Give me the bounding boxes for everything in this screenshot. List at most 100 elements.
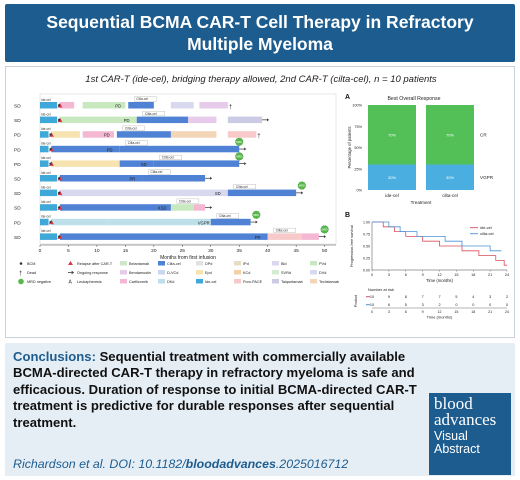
- therapy-segment: [51, 145, 120, 153]
- legend-label: Ongoing response: [77, 271, 108, 275]
- legend-label: Ide-cel: [205, 280, 217, 284]
- ciltacel-tag-box: [216, 213, 239, 219]
- x-tick-label: 18: [471, 273, 475, 277]
- risk-value: 0: [489, 303, 491, 307]
- figure-panel: 1st CAR-T (ide-cel), bridging therapy al…: [5, 66, 515, 338]
- legend-swatch: [120, 270, 127, 275]
- ciltacel-tag: Cilta-cel: [150, 170, 162, 174]
- legend-swatch: [272, 261, 279, 266]
- idecel-tag: Ide-cel: [41, 215, 51, 219]
- risk-value: 0: [506, 303, 508, 307]
- x-tick-label: 9: [422, 273, 424, 277]
- x-axis-title: Treatment: [411, 200, 432, 205]
- x-tick-label: cilta-cel: [442, 193, 458, 198]
- y-tick-label: 50%: [354, 146, 362, 150]
- ciltacel-tag: Cilta-cel: [219, 214, 231, 218]
- x-tick-label: 0: [371, 273, 373, 277]
- therapy-segment: [119, 145, 240, 153]
- legend-symbol-leuk: A: [69, 280, 73, 286]
- citation-prefix: Richardson et al. DOI: 10.1182/: [13, 457, 186, 471]
- bcm-dot: [57, 235, 61, 238]
- therapy-segment: [82, 102, 126, 109]
- x-tick-label: 10: [94, 248, 100, 254]
- legend-swatch: [196, 261, 203, 266]
- risk-x-tick-label: 3: [388, 310, 390, 314]
- ciltacel-tag: Cilta-cel: [236, 185, 248, 189]
- therapy-segment: [119, 160, 154, 167]
- ongoing-arrowhead: [210, 205, 213, 209]
- conclusions-box: Conclusions: Sequential treatment with c…: [5, 343, 515, 476]
- idecel-tag: Ide-cel: [41, 229, 51, 233]
- ciltacel-tag: Cilta-cel: [125, 126, 137, 130]
- ongoing-arrowhead: [244, 147, 247, 151]
- ciltacel-tag-box: [142, 111, 165, 117]
- logo-line-1: blood: [434, 394, 473, 413]
- second-response-label: SD: [141, 162, 147, 167]
- x-tick-label: ide-cel: [385, 193, 399, 198]
- mrd-badge-label: MRD: [299, 184, 305, 188]
- bcm-dot: [57, 177, 61, 180]
- panel-a-letter: A: [345, 94, 350, 101]
- row-response-label: SD: [14, 206, 21, 212]
- legend-label: Relapse after CAR-T: [77, 262, 113, 266]
- series-label: CR: [480, 132, 487, 137]
- risk-value: 10: [370, 295, 374, 299]
- therapy-segment: [82, 131, 114, 138]
- legend-symbol-mrd: [18, 278, 24, 285]
- therapy-segment: [51, 160, 120, 167]
- legend-label: PVd: [319, 262, 326, 266]
- bcm-dot: [57, 206, 61, 209]
- therapy-segment: [116, 131, 171, 138]
- legend-swatch: [158, 261, 165, 266]
- logo-line-3: Visual: [434, 429, 468, 443]
- idecel-bar: [40, 175, 58, 182]
- risk-x-tick-label: 24: [505, 310, 509, 314]
- legend-label: DPd: [205, 262, 212, 266]
- row-response-label: SD: [14, 104, 21, 110]
- row-response-label: PD: [14, 133, 21, 139]
- series-label: VGPR: [480, 175, 494, 180]
- row-response-label: SD: [14, 118, 21, 124]
- idecel-tag: Ide-cel: [41, 156, 51, 160]
- legend-label: IPd: [243, 262, 249, 266]
- x-tick-label: 3: [388, 273, 390, 277]
- citation-suffix: .2025016712: [275, 457, 349, 471]
- conclusions-label: Conclusions:: [13, 349, 96, 364]
- figure-subtitle: 1st CAR-T (ide-cel), bridging therapy al…: [85, 74, 437, 85]
- ciltacel-tag: Cilta-cel: [276, 229, 288, 233]
- ciltacel-tag: Cilta-cel: [179, 199, 191, 203]
- risk-y-axis-title: Product: [354, 295, 358, 307]
- y-tick-label: 0.75: [363, 232, 370, 236]
- conclusions-body: Sequential treatment with commercially a…: [13, 349, 417, 430]
- bcm-dot: [49, 162, 52, 165]
- second-response-label: PR: [255, 235, 261, 240]
- risk-value: 4: [472, 295, 474, 299]
- idecel-tag: Ide-cel: [41, 185, 51, 189]
- bar-value-label: 70%: [446, 132, 454, 137]
- idecel-bar: [40, 204, 58, 211]
- risk-table-title: Number at risk: [368, 287, 394, 292]
- idecel-bar: [40, 145, 49, 153]
- x-tick-label: 30: [208, 248, 214, 254]
- idecel-bar: [40, 218, 49, 226]
- risk-value: 2: [506, 295, 508, 299]
- legend-swatch: [272, 279, 279, 284]
- x-tick-label: 40: [265, 248, 271, 254]
- citation-journal: bloodadvances: [185, 457, 276, 471]
- second-response-label: PD: [115, 104, 121, 109]
- x-axis-title: Months from first infusion: [160, 255, 216, 261]
- risk-value: 5: [455, 295, 457, 299]
- risk-x-tick-label: 0: [371, 310, 373, 314]
- panel-a-title: Best Overall Response: [387, 96, 440, 102]
- therapy-segment: [128, 102, 154, 109]
- legend-swatch: [234, 279, 241, 284]
- dead-marker: †: [257, 134, 260, 140]
- mrd-negative-badge: [252, 210, 261, 219]
- citation: Richardson et al. DOI: 10.1182/bloodadva…: [13, 457, 423, 471]
- ciltacel-tag-box: [273, 227, 296, 233]
- ciltacel-tag-box: [176, 198, 200, 204]
- risk-value: 7: [438, 295, 440, 299]
- second-response-label: PD: [124, 118, 130, 123]
- risk-x-tick-label: 18: [471, 310, 475, 314]
